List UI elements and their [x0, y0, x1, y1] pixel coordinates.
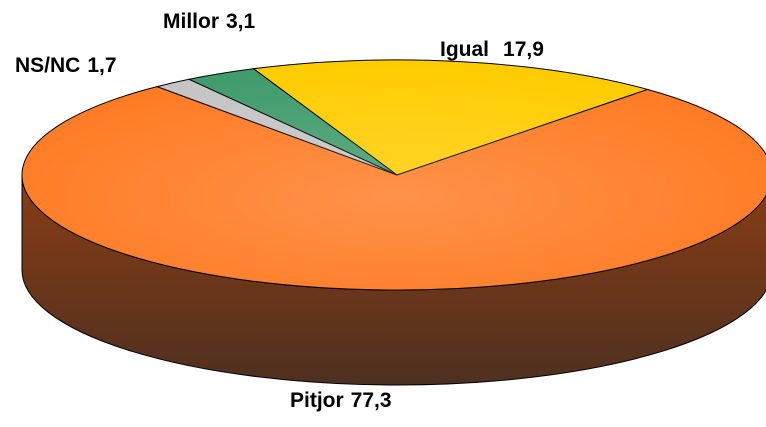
- value-label: 1,7: [87, 54, 116, 77]
- category-name: NS/NC: [15, 54, 80, 77]
- value-label: 3,1: [226, 10, 256, 33]
- slice-label: Igual 17,9: [440, 38, 544, 61]
- category-name: Millor: [163, 10, 219, 33]
- category-name: Pitjor: [290, 389, 344, 412]
- value-label: 77,3: [351, 389, 392, 412]
- category-name: Igual: [440, 38, 489, 61]
- slice-label: NS/NC 1,7: [15, 54, 117, 77]
- value-label: 17,9: [503, 38, 544, 61]
- slice-label: Pitjor 77,3: [290, 389, 392, 412]
- slice-label: Millor 3,1: [163, 10, 256, 33]
